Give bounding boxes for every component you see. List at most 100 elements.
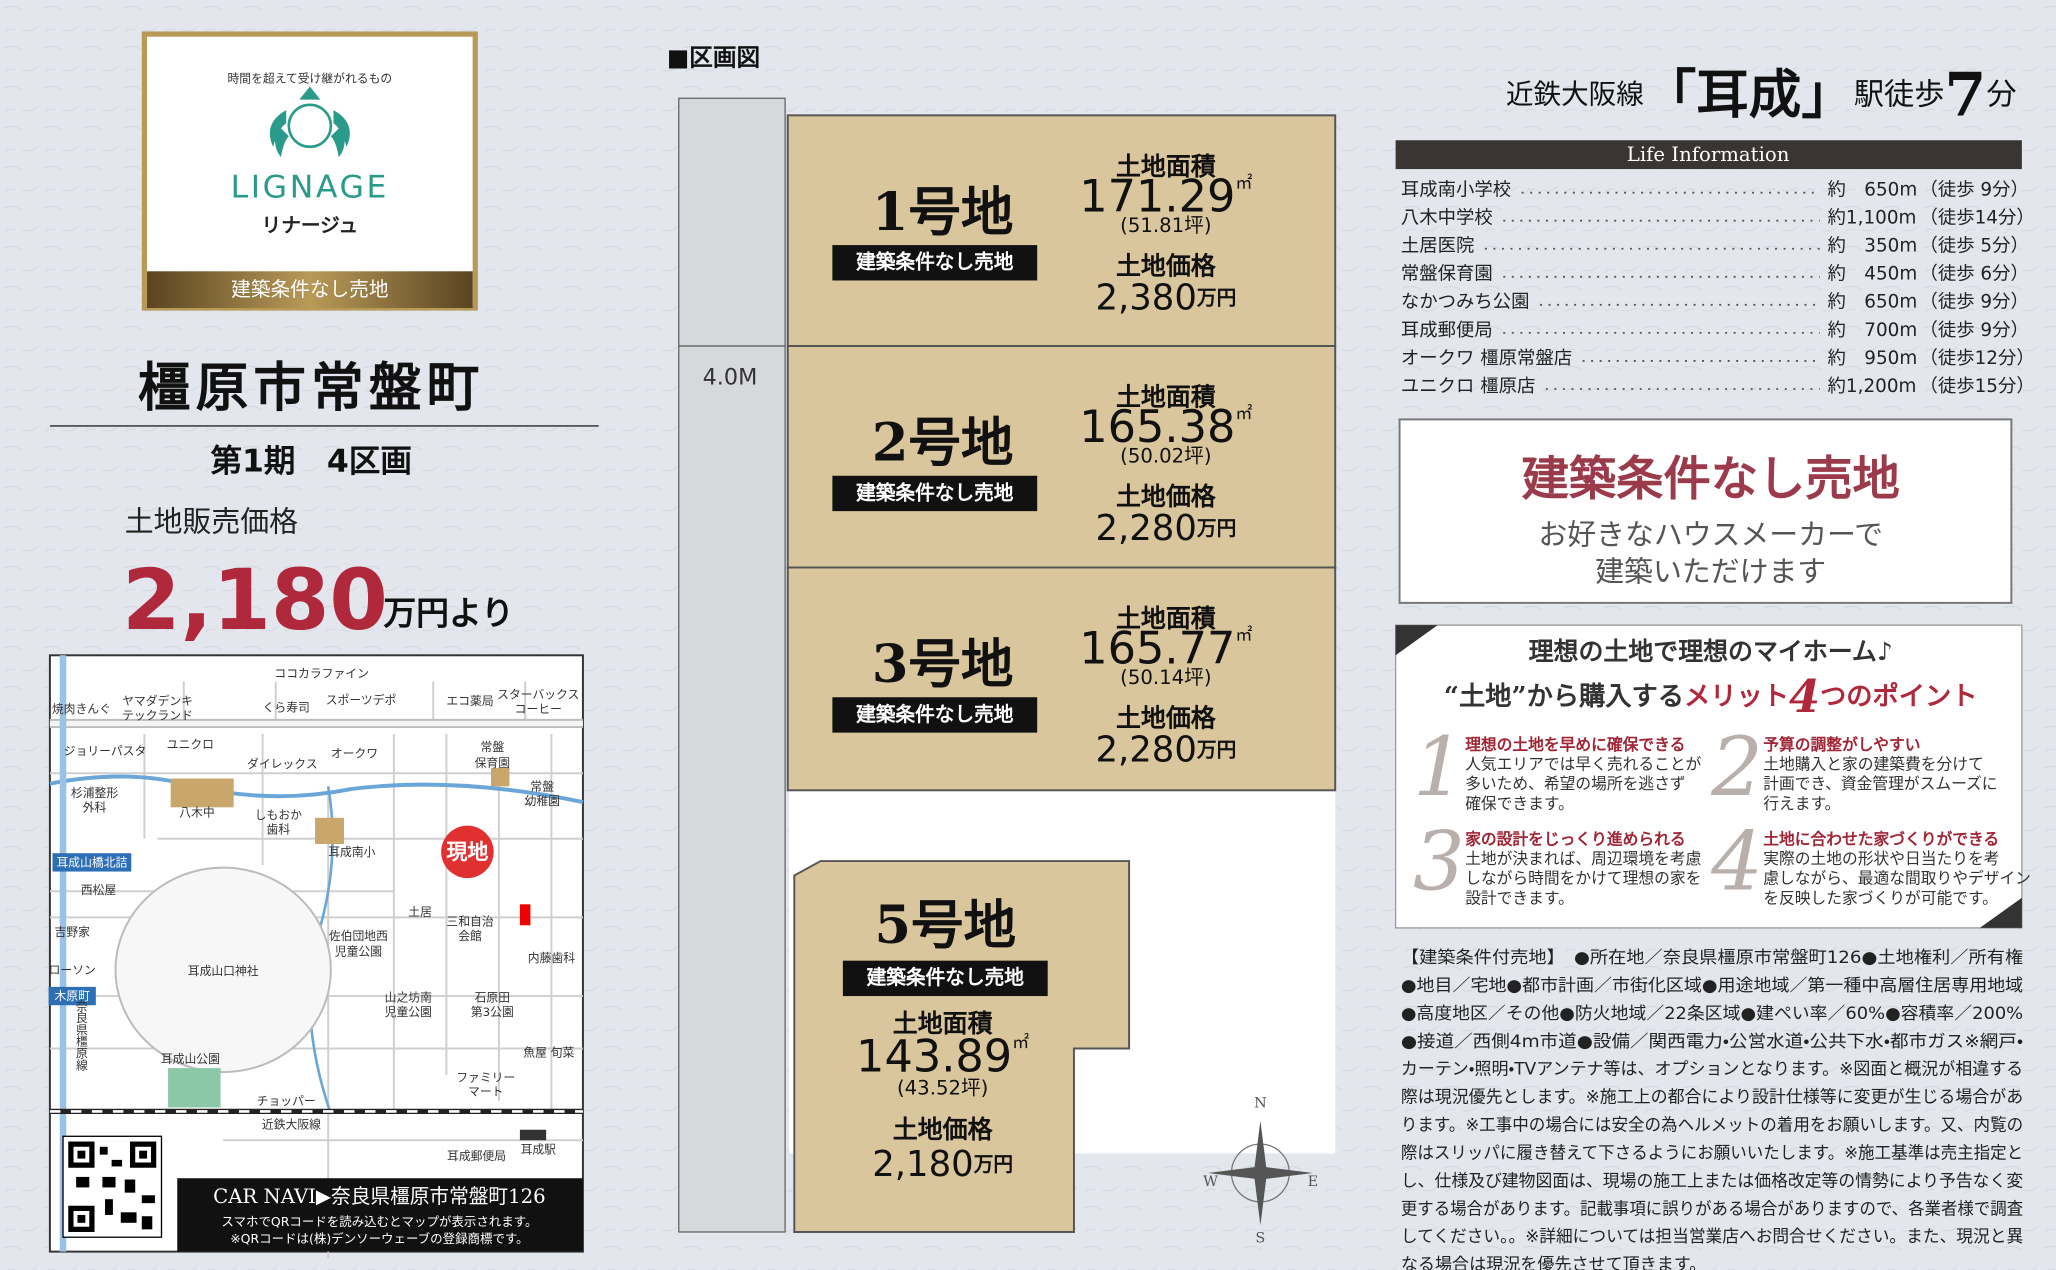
map-label: 西松屋 <box>81 883 117 897</box>
map-label: 保育園 <box>475 756 510 770</box>
lot-tag: 建築条件なし売地 <box>855 703 1014 726</box>
facility-distance: 約 700m <box>1828 320 1918 341</box>
map-label: スターバックス <box>497 688 579 702</box>
lot-tag: 建築条件なし売地 <box>866 966 1025 989</box>
point-number: 4 <box>1710 815 1763 909</box>
lot-tag-box <box>832 475 1038 512</box>
lot-area-value: 171.29 <box>1079 171 1235 223</box>
emblem <box>269 86 350 158</box>
map-vertical-label: 奈良県橿原線 <box>74 999 88 1070</box>
note-line: ●地目／宅地●都市計画／市街化区域●用途地域／第一種中高層住居専用地域 <box>1401 976 2023 996</box>
merits-sub-d: つのポイント <box>1820 680 1977 711</box>
map-label: オークワ <box>331 747 378 761</box>
map-label: 第3公園 <box>471 1005 514 1019</box>
lot-price-unit: 万円 <box>1196 738 1236 761</box>
plan-drawing <box>678 97 1337 1233</box>
qr-note: ※QRコードは(株)デンソーウェーブの登録商標です。 <box>230 1231 528 1246</box>
note-line: 【建築条件付売地】 ●所在地／奈良県橿原市常盤町126●土地権利／所有権 <box>1401 948 2023 968</box>
map-label: チョッパー <box>257 1094 316 1108</box>
map-label: 耳成山口神社 <box>188 964 259 978</box>
lot-tag: 建築条件なし売地 <box>855 481 1014 504</box>
point-body: 計画でき、資金管理がスムーズに <box>1763 774 1997 793</box>
lot-price: 2,280万円 <box>1095 508 1236 549</box>
lot-price-label: 土地価格 <box>1116 482 1217 511</box>
lot-area-label: 土地面積 <box>1116 604 1216 633</box>
logo-badge: 建築条件なし売地 <box>231 278 388 301</box>
lot-area-unit: ㎡ <box>1235 404 1252 424</box>
lot-tsubo: (50.02坪) <box>1120 445 1211 468</box>
map-label: エコ薬局 <box>446 694 493 708</box>
note-line: ●接道／西側4m市道●設備／関西電力・公営水道・公共下水・都市ガス※網戸・ <box>1401 1032 2024 1052</box>
map-label: 佐伯団地西 <box>329 929 388 943</box>
point-body: 人気エリアでは早く売れることが <box>1465 755 1701 774</box>
map-label: 山之坊南 <box>385 990 432 1004</box>
lot-area: 171.29㎡ <box>1079 171 1252 223</box>
lot-area-label: 土地面積 <box>893 1009 993 1038</box>
point-number: 2 <box>1710 721 1763 815</box>
map-label: しもおか <box>255 808 302 822</box>
facility-walk: （徒歩15分） <box>1919 376 2034 397</box>
logo-box <box>141 31 478 311</box>
facility-walk: （徒歩 9分） <box>1919 292 2028 313</box>
point-number: 1 <box>1413 721 1465 815</box>
map-label: ヤマダデンキ <box>122 694 193 708</box>
car-navi: CAR NAVI▶奈良県橿原市常盤町126 <box>213 1185 545 1208</box>
map-label: 児童公園 <box>335 945 382 959</box>
note-line: し、仕様及び建物図面は、現場の施工上または価格改定等の情勢により予告なく変 <box>1401 1171 2023 1191</box>
map-label: ダイレックス <box>247 757 317 771</box>
map-label: 焼肉きんぐ <box>52 702 111 716</box>
map-label: 吉野家 <box>54 925 90 939</box>
lot-tsubo: (43.52坪) <box>897 1076 988 1099</box>
lot-name: 2号地 <box>872 413 1014 474</box>
phase: 第1期 4区画 <box>210 443 411 479</box>
feature-title: 建築条件なし売地 <box>1522 452 1900 507</box>
lot-name: 3号地 <box>872 634 1014 695</box>
facility-name: 八木中学校 <box>1401 208 1493 229</box>
note-line: 際は現況優先とします。※施工上の都合により設計仕様等に変更が生じる場合があ <box>1401 1088 2023 1108</box>
point-title: 予算の調整がしやすい <box>1763 735 1920 754</box>
lot-area-unit: ㎡ <box>1235 626 1252 646</box>
map-label: 耳成南小 <box>328 845 375 859</box>
lot-area-unit: ㎡ <box>1012 1033 1029 1053</box>
feature-box <box>1398 418 2013 604</box>
life-info-title: Life Information <box>1627 143 1790 166</box>
lot-tag-box <box>842 960 1048 997</box>
map-label: 耳成山公園 <box>161 1052 220 1066</box>
point-body: 多いため、希望の場所を逃さず <box>1465 774 1685 793</box>
access-minutes-unit: 分 <box>1986 77 2016 112</box>
lot-price: 2,380万円 <box>1095 277 1236 318</box>
lot-name: 5号地 <box>874 895 1016 956</box>
point-body: を反映した家づくりが可能です。 <box>1763 888 1998 907</box>
life-info-bar <box>1395 140 2022 170</box>
map-label: 近鉄大阪線 <box>262 1118 321 1132</box>
map-junction-label: 耳成山橋北詰 <box>56 855 127 869</box>
note-line: ●高度地区／その他●防火地域／22条区域●建ぺい率／60%●容積率／200% <box>1401 1004 2023 1024</box>
map-label: テックランド <box>122 709 193 723</box>
facility-name: ユニクロ 橿原店 <box>1401 376 1535 397</box>
logo-tagline: 時間を超えて受け継がれるもの <box>227 72 392 86</box>
point-body: しながら時間をかけて理想の家を <box>1465 869 1701 888</box>
map-label: ファミリー <box>456 1070 515 1084</box>
price-unit: 万円より <box>383 594 514 632</box>
facility-distance: 約1,200m <box>1828 376 1917 397</box>
map-site: 現地 <box>446 840 488 864</box>
feature-sub: お好きなハウスメーカーで <box>1538 518 1883 552</box>
merits-heading: 理想の土地で理想のマイホーム♪ <box>1529 637 1893 666</box>
lot-tag: 建築条件なし売地 <box>855 251 1014 274</box>
access-line: 近鉄大阪線「耳成」駅徒歩7分 <box>1506 59 2017 130</box>
merits-subheading: “土地”から購入するメリット4つのポイント <box>1444 669 1978 722</box>
layout: 時間を超えて受け継がれるものLIGNAGEリナージュ建築条件なし売地橿原市常盤町… <box>48 31 2035 1270</box>
note-line: してください。。※詳細については担当営業店へお問合せください。また、現況と異 <box>1401 1227 2023 1247</box>
merits-sub-b: メリット <box>1684 680 1789 711</box>
map-label: 杉浦整形 <box>71 786 118 800</box>
map-label: 内藤歯科 <box>528 951 575 965</box>
lot-tsubo: (50.14坪) <box>1120 666 1211 689</box>
map-label: 八木中 <box>179 806 214 820</box>
lot-price-value: 2,180 <box>872 1143 973 1184</box>
facility-name: 耳成郵便局 <box>1401 320 1493 341</box>
map-label: ローソン <box>49 963 96 977</box>
point-title: 家の設計をじっくり進められる <box>1465 829 1685 848</box>
